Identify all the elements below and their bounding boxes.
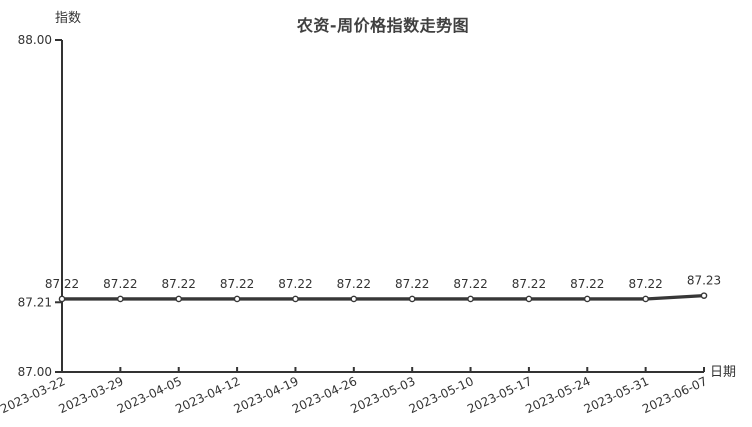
data-point-label: 87.22: [570, 277, 604, 291]
y-axis-title: 指数: [55, 11, 82, 26]
y-tick-label: 88.00: [18, 33, 52, 47]
data-point: [175, 295, 183, 303]
data-point: [408, 295, 416, 303]
data-point-label: 87.22: [45, 277, 79, 291]
data-point: [700, 292, 708, 299]
data-point-label: 87.22: [278, 277, 312, 291]
data-point-label: 87.22: [162, 277, 196, 291]
y-tick-label: 87.21: [18, 295, 52, 309]
data-point: [350, 295, 358, 303]
data-point: [233, 295, 241, 303]
x-tick-label: 2023-04-26: [290, 374, 359, 416]
data-point: [642, 295, 649, 303]
x-tick-label: 2023-04-05: [115, 374, 184, 416]
data-point-label: 87.22: [220, 277, 254, 291]
data-point-label: 87.22: [453, 277, 487, 291]
data-line: [62, 293, 705, 301]
data-point: [117, 295, 124, 303]
x-tick-label: 2023-04-12: [173, 374, 242, 416]
x-axis-title: 日期: [710, 365, 737, 380]
x-tick-label: 2023-05-03: [348, 374, 417, 416]
data-point: [583, 295, 591, 303]
data-point: [467, 295, 474, 303]
x-tick-label: 2023-05-17: [465, 374, 534, 416]
x-tick-label: 2023-05-24: [523, 374, 592, 416]
data-point-label: 87.22: [395, 277, 429, 291]
y-tick-label: 87.00: [18, 365, 52, 379]
data-point-label: 87.22: [103, 277, 137, 291]
x-tick-label: 2023-04-19: [232, 374, 301, 416]
x-tick-label: 2023-03-29: [56, 374, 125, 416]
data-point-label: 87.22: [628, 277, 662, 291]
chart-title: 农资-周价格指数走势图: [296, 16, 470, 35]
x-tick-label: 2023-03-22: [0, 374, 67, 416]
data-point-label: 87.22: [337, 277, 371, 291]
data-point-label: 87.23: [687, 274, 721, 288]
x-tick-label: 2023-05-31: [582, 374, 651, 416]
data-point: [58, 295, 66, 303]
data-point-label: 87.22: [512, 277, 546, 291]
x-tick-label: 2023-06-07: [640, 374, 709, 416]
data-point: [525, 295, 533, 303]
data-point: [292, 295, 299, 303]
x-tick-label: 2023-05-10: [407, 374, 476, 416]
